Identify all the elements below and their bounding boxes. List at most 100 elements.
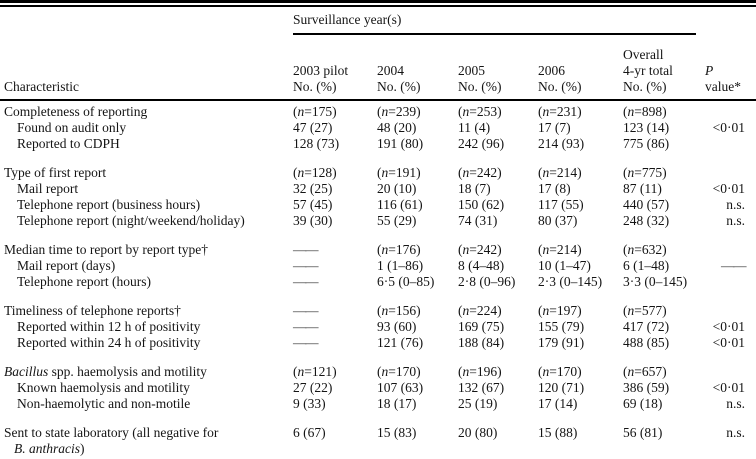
row-label-line: Telephone report (hours)	[17, 273, 152, 289]
value-cell: 10 (1–47)	[538, 257, 591, 273]
value-cell: 9 (33)	[293, 395, 326, 411]
value-cell: (n=231)	[538, 103, 582, 119]
row-label: Median time to report by report type†	[0, 242, 293, 258]
p-value-cell: <0·01	[712, 379, 745, 395]
p-value-cell: ——	[721, 257, 747, 273]
value-cell: (n=176)	[377, 241, 421, 257]
value-cell: 116 (61)	[377, 196, 423, 212]
column-header-line: Overall	[623, 46, 664, 62]
row-label: Reported within 24 h of positivity	[0, 335, 293, 351]
value-cell: 39 (30)	[293, 212, 333, 228]
column-header-line: 2003 pilot	[293, 62, 349, 78]
row-label: Telephone report (business hours)	[0, 197, 293, 213]
value-cell: (n=577)	[623, 302, 667, 318]
value-cell: 2·3 (0–145)	[538, 273, 603, 289]
value-cell: (n=657)	[623, 363, 667, 379]
col-header-2006: 2006 No. (%)	[538, 63, 623, 95]
value-cell: 55 (29)	[377, 212, 417, 228]
row-label-line: Mail report (days)	[17, 257, 116, 273]
table-row: Known haemolysis and motility 27 (22) 107 …	[0, 380, 756, 396]
row-label-line: Bacillus spp. haemolysis and motility	[4, 363, 207, 379]
value-cell: 155 (79)	[538, 318, 585, 334]
row-label-line: Reported to CDPH	[17, 135, 120, 151]
column-header-line: No. (%)	[458, 78, 502, 94]
table-row: Telephone report (business hours) 57 (45)…	[0, 197, 756, 213]
row-label-line: Known haemolysis and motility	[17, 379, 190, 395]
value-cell: 15 (88)	[538, 424, 578, 440]
value-cell: 15 (83)	[377, 424, 417, 440]
table-row: Telephone report (hours) —— 6·5 (0–85) 2·8 …	[0, 274, 756, 290]
table-row: Found on audit only 47 (27) 48 (20) 11 (4) 1…	[0, 120, 756, 136]
table-row: Reported to CDPH 128 (73) 191 (80) 242 (96)…	[0, 136, 756, 152]
column-header-line: 2004	[377, 62, 404, 78]
table-section: Type of first report (n=128) (n=191) (n=242…	[0, 165, 756, 229]
value-cell: (n=196)	[458, 363, 502, 379]
value-cell: 80 (37)	[538, 212, 578, 228]
value-cell: 11 (4)	[458, 119, 491, 135]
column-header-line: No. (%)	[293, 78, 337, 94]
row-label-line: Telephone report (night/weekend/holiday)	[17, 212, 245, 228]
value-cell: 8 (4–48)	[458, 257, 505, 273]
value-cell: 6 (67)	[293, 424, 326, 440]
value-cell: (n=214)	[538, 164, 582, 180]
value-cell: 17 (7)	[538, 119, 571, 135]
row-label: Bacillus spp. haemolysis and motility	[0, 364, 293, 380]
value-cell: (n=898)	[623, 103, 667, 119]
row-label-line: Sent to state laboratory (all negative f…	[4, 424, 219, 440]
value-cell: (n=156)	[377, 302, 421, 318]
p-value-cell: n.s.	[726, 424, 745, 440]
value-cell: 120 (71)	[538, 379, 585, 395]
value-cell: 25 (19)	[458, 395, 498, 411]
p-value-cell: <0·01	[712, 180, 745, 196]
top-rule-thin	[0, 5, 756, 7]
row-label-line: Reported within 24 h of positivity	[17, 334, 201, 350]
column-header-line: P	[705, 62, 714, 78]
row-label: Known haemolysis and motility	[0, 380, 293, 396]
value-cell: ——	[293, 241, 319, 257]
row-label: Non-haemolytic and non-motile	[0, 396, 293, 412]
value-cell: (n=253)	[458, 103, 502, 119]
table-row: Reported within 24 h of positivity —— 121 …	[0, 335, 756, 351]
p-value-cell	[700, 165, 756, 181]
value-cell: 47 (27)	[293, 119, 333, 135]
value-cell: (n=775)	[623, 164, 667, 180]
value-cell: 20 (10)	[377, 180, 417, 196]
value-cell: 20 (80)	[458, 424, 498, 440]
value-cell: 48 (20)	[377, 119, 417, 135]
table-section: Median time to report by report type† —— (…	[0, 242, 756, 290]
value-cell: 128 (73)	[293, 135, 340, 151]
column-header-line: 2006	[538, 62, 565, 78]
table-row: Median time to report by report type† —— (…	[0, 242, 756, 258]
column-header-line: No. (%)	[377, 78, 421, 94]
value-cell: 386 (59)	[623, 379, 670, 395]
p-value-cell	[700, 303, 756, 319]
value-cell: (n=128)	[293, 164, 337, 180]
value-cell: 93 (60)	[377, 318, 417, 334]
table-section: Completeness of reporting (n=175) (n=239) (…	[0, 104, 756, 152]
value-cell: 214 (93)	[538, 135, 585, 151]
table-section: Sent to state laboratory (all negative f…	[0, 425, 756, 457]
row-label: Completeness of reporting	[0, 104, 293, 120]
value-cell: 169 (75)	[458, 318, 505, 334]
value-cell: ——	[293, 257, 319, 273]
row-label-line: Median time to report by report type†	[4, 241, 208, 257]
col-header-2004: 2004 No. (%)	[377, 63, 458, 95]
value-cell: 18 (7)	[458, 180, 491, 196]
spanner-row: Surveillance year(s)	[0, 11, 756, 35]
row-label: Found on audit only	[0, 120, 293, 136]
value-cell: 6·5 (0–85)	[377, 273, 435, 289]
value-cell: (n=242)	[458, 241, 502, 257]
value-cell: 417 (72)	[623, 318, 670, 334]
value-cell: 87 (11)	[623, 180, 662, 196]
value-cell: 150 (62)	[458, 196, 505, 212]
spanner-rule	[293, 32, 696, 35]
value-cell: (n=170)	[538, 363, 582, 379]
row-label-line: Found on audit only	[17, 119, 127, 135]
p-value-cell	[700, 104, 756, 120]
table-row: Mail report 32 (25) 20 (10) 18 (7) 17 (8) 87 …	[0, 181, 756, 197]
row-label-line: Type of first report	[4, 164, 107, 180]
p-value-cell	[700, 274, 756, 290]
table-row: Mail report (days) —— 1 (1–86) 8 (4–48) 10 (…	[0, 258, 756, 274]
